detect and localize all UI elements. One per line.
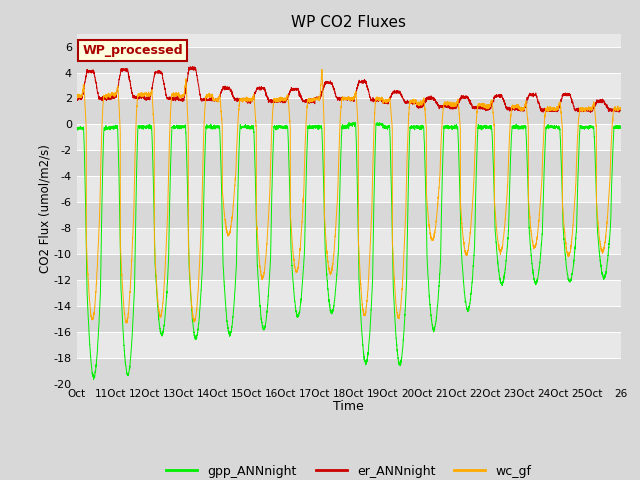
Bar xyxy=(77,228,621,254)
Bar xyxy=(77,254,621,280)
Bar xyxy=(77,306,621,332)
Text: WP_processed: WP_processed xyxy=(82,44,183,57)
X-axis label: Time: Time xyxy=(333,400,364,413)
Legend: gpp_ANNnight, er_ANNnight, wc_gf: gpp_ANNnight, er_ANNnight, wc_gf xyxy=(161,460,536,480)
Bar xyxy=(77,358,621,384)
Bar xyxy=(77,124,621,150)
Bar xyxy=(77,150,621,176)
Y-axis label: CO2 Flux (umol/m2/s): CO2 Flux (umol/m2/s) xyxy=(38,144,51,273)
Bar xyxy=(77,98,621,124)
Bar xyxy=(77,332,621,358)
Bar xyxy=(77,21,621,47)
Bar xyxy=(77,47,621,72)
Bar xyxy=(77,176,621,202)
Bar xyxy=(77,202,621,228)
Title: WP CO2 Fluxes: WP CO2 Fluxes xyxy=(291,15,406,30)
Bar xyxy=(77,280,621,306)
Bar xyxy=(77,72,621,98)
